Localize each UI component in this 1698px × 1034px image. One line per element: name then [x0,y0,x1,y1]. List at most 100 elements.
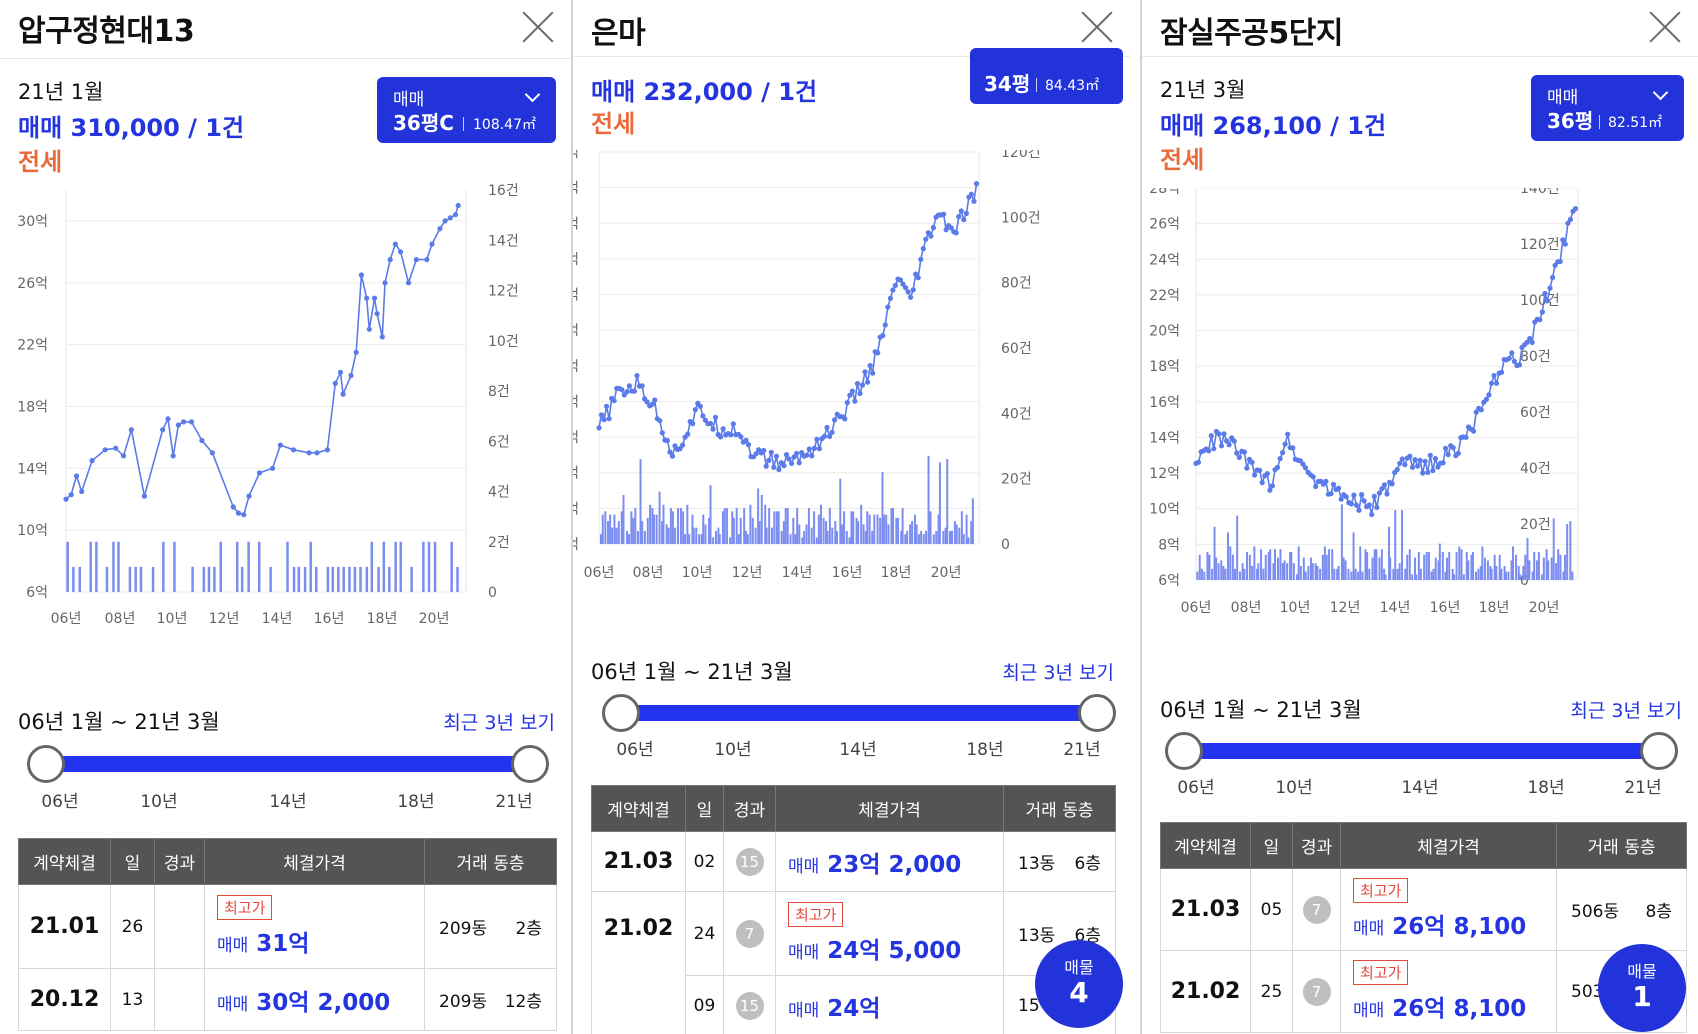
price-point [290,447,297,453]
range-slider-end-handle[interactable] [1078,694,1116,732]
price-point [1407,453,1413,459]
recent-3-years-link[interactable]: 최근 3년 보기 [1002,662,1114,684]
col-header-elapsed[interactable]: 경과 [1292,822,1341,869]
volume-bar [1366,552,1369,580]
col-header-day[interactable]: 일 [110,838,155,885]
price-point [1208,433,1214,439]
volume-bar [1404,568,1407,580]
table-row[interactable]: 20.12 13 매매 30억 2,000 209동 12층 [18,968,557,1031]
volume-bar [801,537,804,544]
volume-bar [410,566,413,592]
panel-jamsil5: 잠실주공5단지 21년 3월 매매 268,100 / 1건 전세 매매 36평… [1142,0,1698,1034]
range-slider-start-handle[interactable] [27,745,65,783]
price-point [73,473,80,479]
panel-eunma: 은마 매매 232,000 / 1건 전세 34평 84.43㎡ 4억 6억 8억 1… [573,0,1130,1034]
price-point [1509,350,1515,356]
volume-bar [751,517,754,544]
col-header-price[interactable]: 체결가격 [204,838,425,885]
volume-bar [782,521,785,544]
price-point [1376,490,1382,496]
price-point [1488,380,1495,386]
slider-tick: 14년 [269,792,307,812]
price-point [452,212,459,218]
jeonse-label[interactable]: 전세 [591,110,636,138]
table-row[interactable]: 21.01 26 최고가 매매 31억 209동 2층 [18,884,557,969]
volume-bar [698,534,701,544]
volume-bar [1495,566,1498,580]
volume-bar [822,517,825,544]
volume-bar [1419,568,1422,580]
close-button[interactable] [1078,8,1116,46]
col-header-date[interactable]: 계약체결 [18,838,111,885]
jeonse-label[interactable]: 전세 [18,148,63,176]
volume-bar [1512,546,1515,580]
price-point [1516,362,1523,368]
col-header-elapsed[interactable]: 경과 [723,785,776,832]
price-point [928,233,934,239]
listings-fab-button[interactable]: 매물 1 [1598,944,1686,1032]
price-label: 매매 [1353,1001,1385,1021]
table-row[interactable]: 21.03 02 15 매매 23억 2,000 13동 6층 [591,831,1116,892]
col-header-day[interactable]: 일 [685,785,724,832]
price-point [875,350,881,356]
close-button[interactable] [1646,8,1684,46]
range-slider-track[interactable] [621,705,1109,721]
volume-bar [866,511,869,544]
col-header-price[interactable]: 체결가격 [1340,822,1557,869]
volume-bar [1396,568,1399,580]
range-slider-end-handle[interactable] [511,745,549,783]
size-dropdown[interactable]: 매매 36평C 108.47㎡ [377,77,556,143]
price-point [1280,450,1286,456]
slider-tick: 18년 [1527,778,1565,798]
listings-fab-button[interactable]: 매물 4 [1035,940,1123,1028]
volume-bar [1451,568,1454,580]
contract-date: 21.02 [591,891,686,1034]
col-header-dong-floor[interactable]: 거래 동층 [424,838,557,885]
volume-bar [213,566,216,592]
range-slider-track[interactable] [46,756,530,772]
volume-bar [744,530,747,544]
y-axis-tick-label: 26억 [1149,217,1180,233]
volume-bar [634,508,637,544]
range-slider-end-handle[interactable] [1640,732,1678,770]
col-header-price[interactable]: 체결가격 [775,785,1004,832]
col-header-elapsed[interactable]: 경과 [154,838,205,885]
volume-bar [1455,552,1458,580]
range-slider-track[interactable] [1184,743,1675,759]
range-label: 06년 1월 ~ 21년 3월 [18,710,220,734]
volume-bar [1504,571,1507,580]
range-slider-start-handle[interactable] [602,694,640,732]
col-header-dong-floor[interactable]: 거래 동층 [1556,822,1687,869]
volume-bar [709,485,712,544]
col-header-dong-floor[interactable]: 거래 동층 [1003,785,1116,832]
recent-3-years-link[interactable]: 최근 3년 보기 [443,712,555,734]
price-point [811,445,817,451]
y-axis-tick-label: 10억 [1149,502,1180,518]
recent-3-years-link[interactable]: 최근 3년 보기 [1570,700,1682,722]
y-axis-tick-label: 20억 [1149,324,1180,340]
volume-bar [1328,549,1331,580]
volume-bar [906,530,909,544]
volume-bar [1413,557,1416,580]
price-point [634,373,640,379]
close-button[interactable] [519,8,557,46]
range-slider-start-handle[interactable] [1165,732,1203,770]
period-label: 21년 3월 [1160,78,1246,102]
col-header-day[interactable]: 일 [1250,822,1293,869]
price-point [371,295,378,301]
volume-bar [922,534,925,544]
volume-bar [794,534,797,544]
size-dropdown[interactable]: 매매 36평 82.51㎡ [1531,75,1684,141]
price-point [120,453,127,459]
col-header-date[interactable]: 계약체결 [1160,822,1251,869]
volume-bar [798,524,801,544]
col-header-date[interactable]: 계약체결 [591,785,686,832]
table-row[interactable]: 21.03 05 7 최고가 매매 26억 8,100 506동 8층 [1160,868,1687,951]
jeonse-label[interactable]: 전세 [1160,146,1205,174]
page-title: 잠실주공5단지 [1160,16,1343,51]
price-point [1241,449,1247,455]
price-point [1524,339,1530,345]
price-point [199,437,205,444]
size-dropdown[interactable]: 34평 84.43㎡ [970,48,1123,104]
price-point [1351,492,1357,498]
